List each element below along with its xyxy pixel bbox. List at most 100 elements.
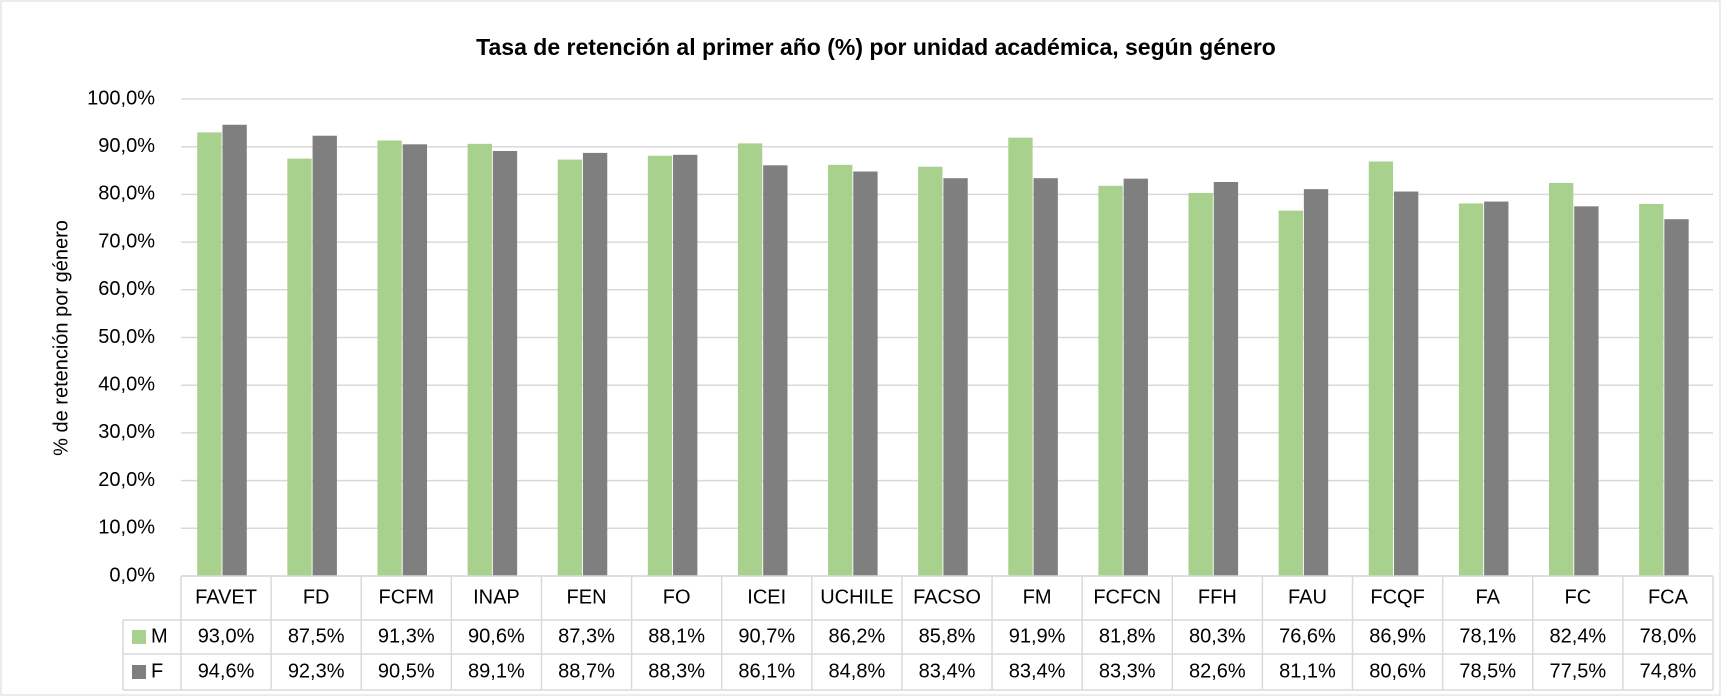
- bar: [1123, 178, 1148, 576]
- bar: [1008, 137, 1033, 576]
- table-value: 78,0%: [1640, 625, 1697, 647]
- y-tick-label: 50,0%: [98, 326, 155, 348]
- legend-label: M: [151, 625, 168, 647]
- bar: [763, 165, 788, 577]
- x-tick-label: FA: [1475, 586, 1500, 608]
- x-tick-label: FCFCN: [1093, 586, 1161, 608]
- x-tick-label: FEN: [567, 586, 607, 608]
- bar: [1639, 203, 1664, 576]
- bar: [1098, 185, 1123, 576]
- x-tick-label: FD: [303, 586, 330, 608]
- bar: [1484, 201, 1509, 576]
- table-value: 81,1%: [1279, 660, 1336, 682]
- table-value: 80,6%: [1369, 660, 1426, 682]
- bar: [1458, 203, 1484, 576]
- y-tick-label: 100,0%: [87, 87, 155, 109]
- bar: [402, 144, 428, 576]
- legend-swatch: [132, 630, 146, 644]
- table-value: 90,6%: [468, 625, 525, 647]
- y-tick-label: 10,0%: [98, 517, 155, 539]
- x-tick-label: FAVET: [195, 586, 257, 608]
- table-value: 76,6%: [1279, 625, 1336, 647]
- table-value: 84,8%: [829, 660, 886, 682]
- table-value: 88,1%: [648, 625, 705, 647]
- bar: [1188, 192, 1213, 576]
- table-value: 80,3%: [1189, 625, 1246, 647]
- table-value: 83,3%: [1099, 660, 1156, 682]
- y-tick-label: 70,0%: [98, 230, 155, 252]
- x-tick-label: UCHILE: [820, 586, 893, 608]
- table-value: 87,5%: [288, 625, 345, 647]
- table-value: 93,0%: [198, 625, 255, 647]
- table-value: 88,7%: [558, 660, 615, 682]
- table-value: 86,9%: [1369, 625, 1426, 647]
- x-tick-label: ICEI: [747, 586, 786, 608]
- bar: [918, 166, 943, 576]
- table-value: 88,3%: [648, 660, 705, 682]
- table-value: 90,7%: [738, 625, 795, 647]
- bar: [582, 152, 608, 576]
- bar: [943, 178, 968, 576]
- table-value: 94,6%: [198, 660, 255, 682]
- bar: [287, 158, 312, 576]
- bar: [1033, 178, 1058, 576]
- table-value: 77,5%: [1549, 660, 1606, 682]
- table-value: 78,5%: [1459, 660, 1516, 682]
- x-tick-label: FO: [663, 586, 691, 608]
- x-tick-label: FM: [1023, 586, 1052, 608]
- table-value: 78,1%: [1459, 625, 1516, 647]
- x-tick-label: FFH: [1198, 586, 1237, 608]
- x-tick-label: FAU: [1288, 586, 1327, 608]
- bar: [197, 132, 222, 576]
- y-tick-label: 60,0%: [98, 278, 155, 300]
- x-tick-label: FCFM: [379, 586, 435, 608]
- y-tick-label: 20,0%: [98, 469, 155, 491]
- table-value: 87,3%: [558, 625, 615, 647]
- table-value: 89,1%: [468, 660, 525, 682]
- y-tick-label: 40,0%: [98, 373, 155, 395]
- table-value: 91,3%: [378, 625, 435, 647]
- bar: [467, 143, 492, 576]
- bar: [853, 171, 878, 576]
- bar: [377, 140, 402, 576]
- bar: [557, 159, 583, 577]
- x-tick-label: FCQF: [1370, 586, 1424, 608]
- table-value: 74,8%: [1640, 660, 1697, 682]
- bar: [1664, 219, 1689, 577]
- bar: [737, 143, 763, 576]
- table-value: 83,4%: [919, 660, 976, 682]
- legend-swatch: [132, 665, 146, 679]
- table-value: 82,4%: [1549, 625, 1606, 647]
- y-tick-label: 30,0%: [98, 421, 155, 443]
- y-axis-label: % de retención por género: [50, 220, 72, 456]
- bar: [673, 154, 698, 576]
- bar: [1278, 210, 1303, 577]
- legend-label: F: [151, 660, 163, 682]
- x-tick-label: INAP: [473, 586, 520, 608]
- x-tick-label: FACSO: [913, 586, 981, 608]
- bar: [1368, 161, 1394, 576]
- bar: [312, 135, 337, 576]
- bar: [647, 155, 673, 576]
- table-value: 81,8%: [1099, 625, 1156, 647]
- bar: [1303, 189, 1329, 576]
- table-value: 86,1%: [738, 660, 795, 682]
- bar: [1213, 181, 1239, 577]
- bar: [222, 124, 247, 577]
- table-value: 92,3%: [288, 660, 345, 682]
- chart-title: Tasa de retención al primer año (%) por …: [476, 34, 1276, 60]
- bar: [828, 164, 853, 577]
- bar: [1393, 191, 1419, 576]
- x-tick-label: FCA: [1648, 586, 1689, 608]
- table-value: 91,9%: [1009, 625, 1066, 647]
- table-value: 90,5%: [378, 660, 435, 682]
- table-value: 85,8%: [919, 625, 976, 647]
- table-value: 83,4%: [1009, 660, 1066, 682]
- bar: [1574, 206, 1599, 576]
- bar: [492, 150, 518, 577]
- table-value: 86,2%: [829, 625, 886, 647]
- y-tick-label: 90,0%: [98, 135, 155, 157]
- bar: [1548, 182, 1574, 576]
- y-tick-label: 80,0%: [98, 183, 155, 205]
